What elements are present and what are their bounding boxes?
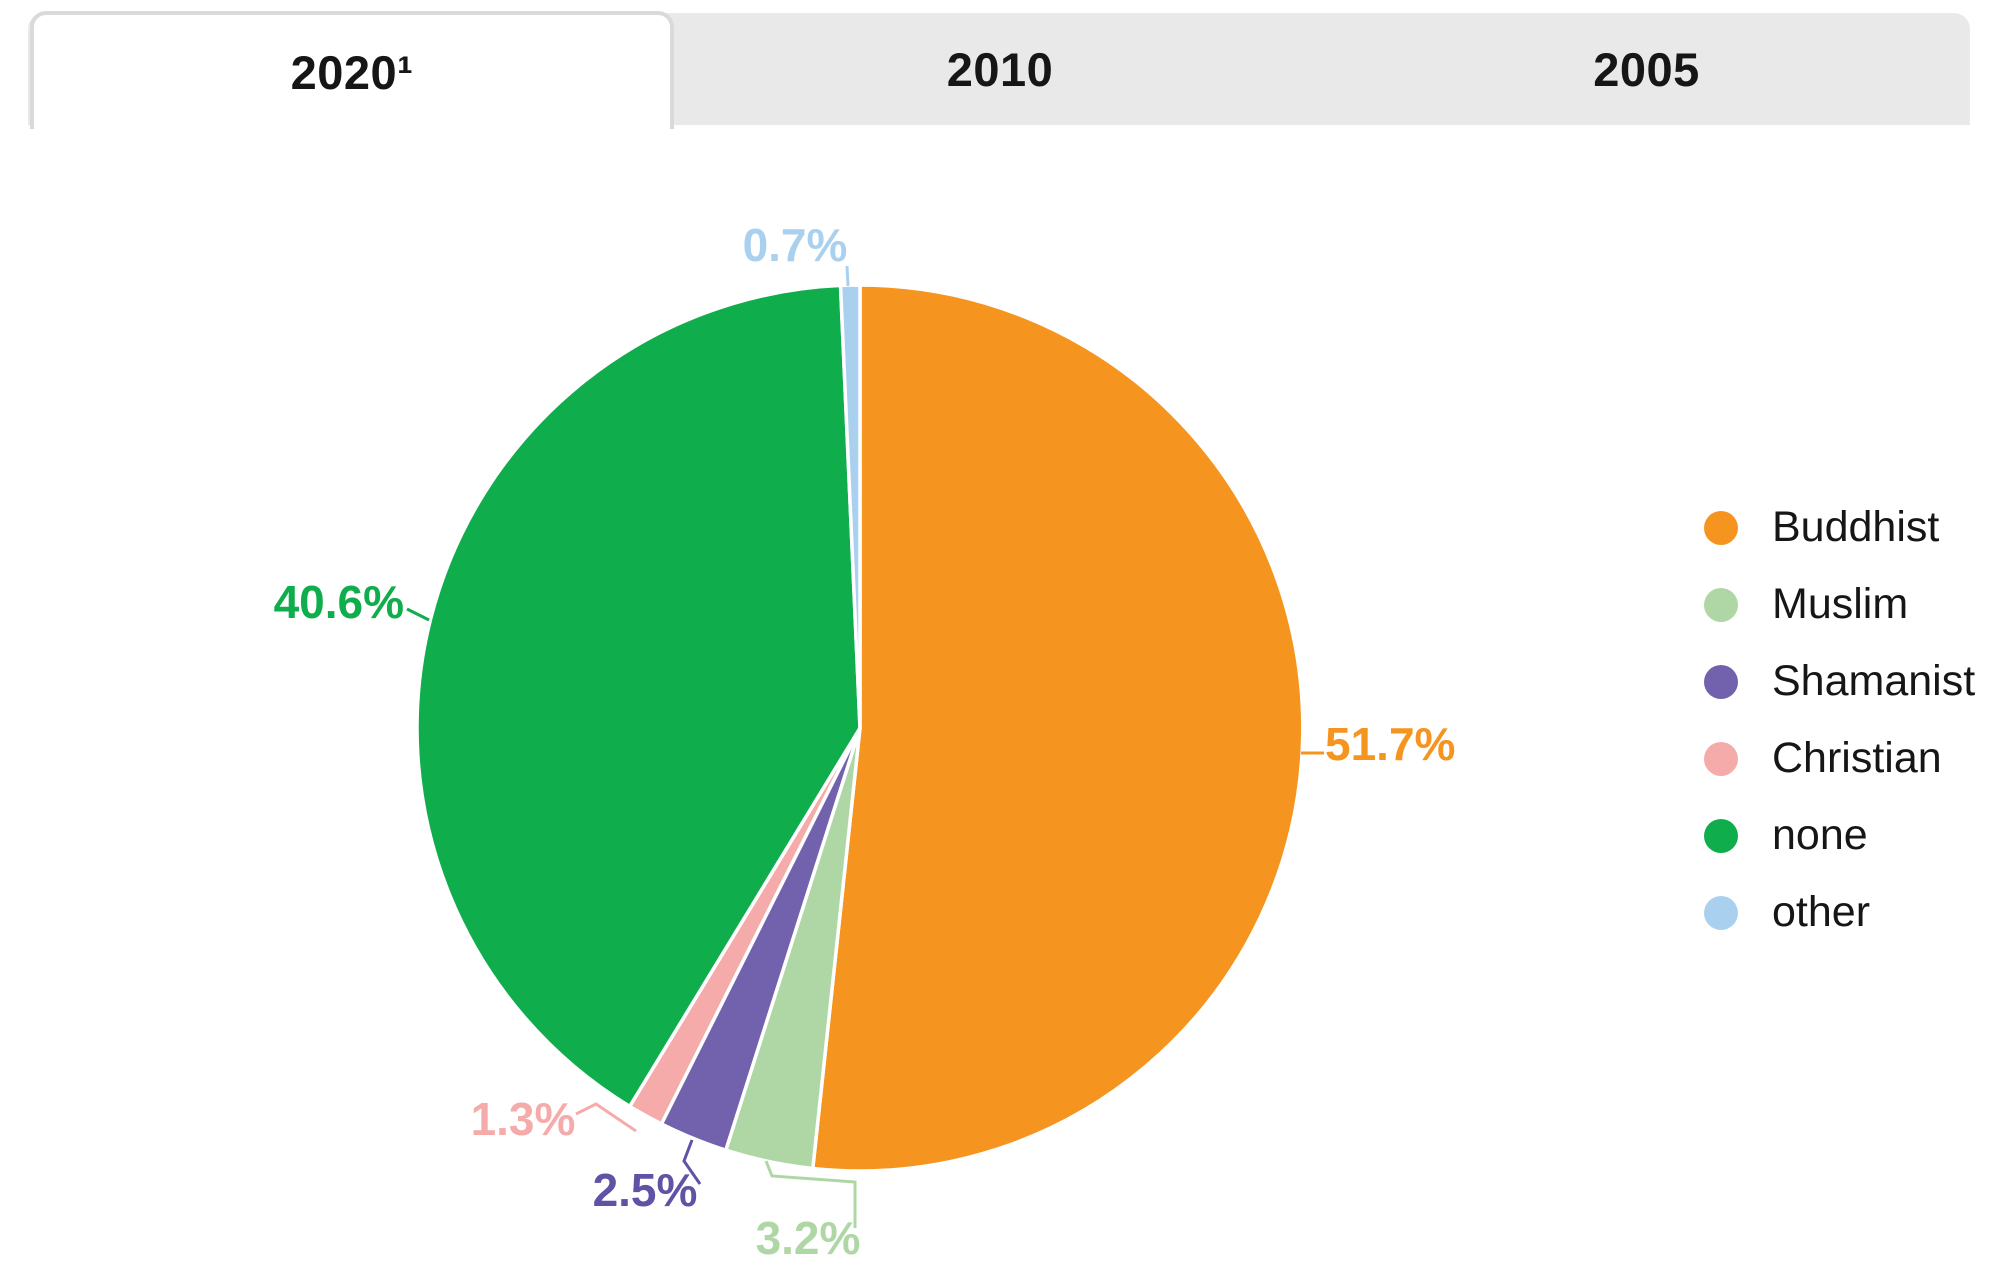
legend-label: Christian xyxy=(1772,734,1942,782)
pct-label-buddhist: 51.7% xyxy=(1325,718,1455,770)
pie-leader-lines xyxy=(406,265,1324,1228)
pct-label-other: 0.7% xyxy=(743,219,848,271)
legend-label: Shamanist xyxy=(1772,657,1976,705)
legend-swatch-icon xyxy=(1704,818,1738,853)
legend-item-muslim: Muslim xyxy=(1704,566,1975,643)
leader-line-muslim xyxy=(764,1160,857,1228)
pie-slice-other[interactable] xyxy=(838,283,862,730)
legend-item-shamanist: Shamanist xyxy=(1704,643,1975,720)
pct-label-shamanist: 2.5% xyxy=(593,1164,698,1216)
legend-item-buddhist: Buddhist xyxy=(1704,489,1975,566)
legend-swatch-icon xyxy=(1704,510,1738,545)
legend-swatch-icon xyxy=(1704,895,1738,930)
legend-swatch-icon xyxy=(1704,587,1738,622)
legend-item-other: other xyxy=(1704,874,1975,951)
legend-swatch-icon xyxy=(1704,741,1738,776)
leader-line-christian xyxy=(575,1102,637,1133)
legend-item-christian: Christian xyxy=(1704,720,1975,797)
legend-swatch-icon xyxy=(1704,664,1738,699)
pie-slices xyxy=(415,283,1305,1173)
tab-2005[interactable]: 2005 xyxy=(1593,42,1700,96)
legend-label: Muslim xyxy=(1772,580,1909,628)
legend-item-none: none xyxy=(1704,797,1975,874)
legend: Buddhist Muslim Shamanist Christian none othe… xyxy=(1704,489,1975,951)
tab-2020-active[interactable]: 2020¹ xyxy=(30,11,674,129)
legend-label: other xyxy=(1772,888,1871,936)
legend-label: Buddhist xyxy=(1772,503,1940,551)
pct-label-muslim: 3.2% xyxy=(756,1212,861,1264)
legend-label: none xyxy=(1772,811,1868,859)
pie-slice-none[interactable] xyxy=(415,283,862,1109)
year-tabbar: 2010 2005 2020¹ xyxy=(0,0,2000,130)
pct-label-none: 40.6% xyxy=(274,576,404,628)
pct-label-christian: 1.3% xyxy=(471,1093,576,1145)
leader-line-shamanist xyxy=(682,1139,702,1185)
pie-percentage-labels: 51.7% 3.2% 2.5% 1.3% 40.6% 0.7% xyxy=(274,219,1456,1264)
tab-2010[interactable]: 2010 xyxy=(946,42,1054,96)
leader-line-other xyxy=(845,265,850,287)
pie-slice-buddhist[interactable] xyxy=(811,283,1305,1173)
leader-line-none xyxy=(406,607,430,622)
